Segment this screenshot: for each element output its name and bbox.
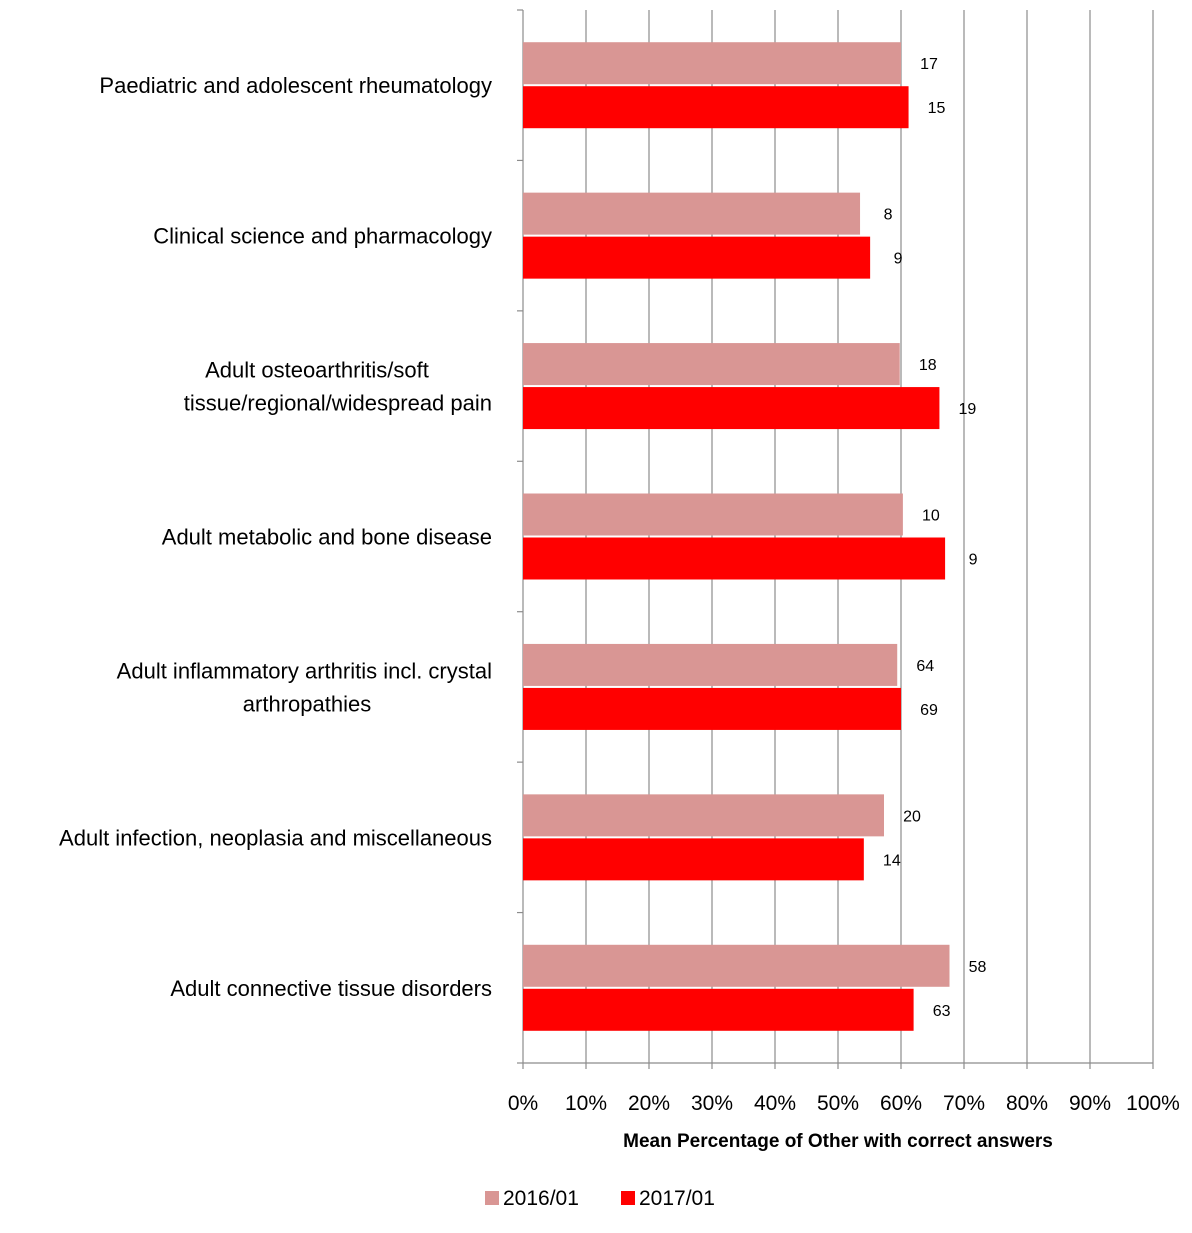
x-tick-label: 20%: [628, 1092, 670, 1115]
category-label: tissue/regional/widespread pain: [184, 391, 492, 416]
data-label: 19: [959, 401, 977, 418]
x-tick-label: 100%: [1126, 1092, 1180, 1115]
x-tick-label: 10%: [565, 1092, 607, 1115]
legend: 2016/01 2017/01: [485, 1187, 715, 1210]
x-tick-label: 0%: [508, 1092, 538, 1115]
category-label: Adult infection, neoplasia and miscellan…: [59, 825, 492, 850]
legend-label: 2016/01: [503, 1187, 579, 1210]
category-label: Clinical science and pharmacology: [153, 224, 492, 249]
data-label: 14: [883, 852, 901, 869]
x-tick-label: 70%: [943, 1092, 985, 1115]
x-tick-label: 30%: [691, 1092, 733, 1115]
data-label: 15: [928, 100, 946, 117]
category-label: Adult inflammatory arthritis incl. cryst…: [117, 658, 492, 683]
x-axis-title: Mean Percentage of Other with correct an…: [623, 1131, 1053, 1152]
x-tick-label: 90%: [1069, 1092, 1111, 1115]
category-label: arthropathies: [243, 691, 371, 716]
bar: [523, 838, 864, 880]
x-tick-label: 80%: [1006, 1092, 1048, 1115]
data-label: 9: [969, 552, 978, 569]
bar: [523, 644, 897, 686]
data-label: 64: [916, 658, 934, 675]
data-label: 17: [920, 56, 938, 73]
bar: [523, 538, 945, 580]
bar: [523, 237, 870, 279]
data-label: 63: [933, 1003, 951, 1020]
gridlines: [586, 10, 1153, 1063]
bar: [523, 343, 900, 385]
category-label: Paediatric and adolescent rheumatology: [99, 73, 492, 98]
x-tick-label: 50%: [817, 1092, 859, 1115]
data-label: 10: [922, 508, 940, 525]
legend-swatch: [621, 1191, 635, 1205]
x-tick-label: 60%: [880, 1092, 922, 1115]
data-label: 58: [969, 959, 987, 976]
data-label: 69: [920, 702, 938, 719]
x-tick-label: 40%: [754, 1092, 796, 1115]
bar: [523, 42, 901, 84]
category-label: Adult metabolic and bone disease: [162, 525, 492, 550]
bar: [523, 945, 950, 987]
data-label: 9: [894, 251, 903, 268]
bars: [523, 42, 950, 1031]
bar: [523, 989, 914, 1031]
category-label: Adult connective tissue disorders: [170, 976, 492, 1001]
bar: [523, 494, 903, 536]
data-label: 18: [919, 357, 937, 374]
category-label: Adult osteoarthritis/soft: [205, 358, 429, 383]
bar: [523, 688, 901, 730]
legend-label: 2017/01: [639, 1187, 715, 1210]
data-label: 8: [884, 207, 893, 224]
data-label: 20: [903, 808, 921, 825]
legend-swatch: [485, 1191, 499, 1205]
bar: [523, 193, 860, 235]
bar: [523, 86, 909, 128]
bar: [523, 387, 939, 429]
bar: [523, 794, 884, 836]
